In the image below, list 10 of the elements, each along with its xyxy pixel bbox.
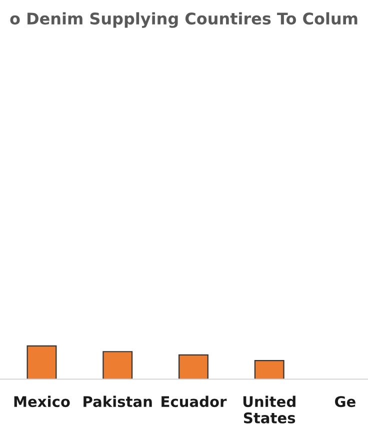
x-tick-label: Ecuador xyxy=(162,396,227,408)
x-tick-label: Mexico xyxy=(14,396,70,408)
bar xyxy=(26,345,57,380)
x-tick-label: Pakistan xyxy=(84,396,152,408)
bar xyxy=(178,354,208,380)
bar xyxy=(254,360,284,380)
x-tick-label: United States xyxy=(243,396,296,424)
x-tick-label: Ge xyxy=(335,396,356,408)
chart-title: o Denim Supplying Countires To Colum xyxy=(10,12,358,28)
bar xyxy=(102,351,133,380)
